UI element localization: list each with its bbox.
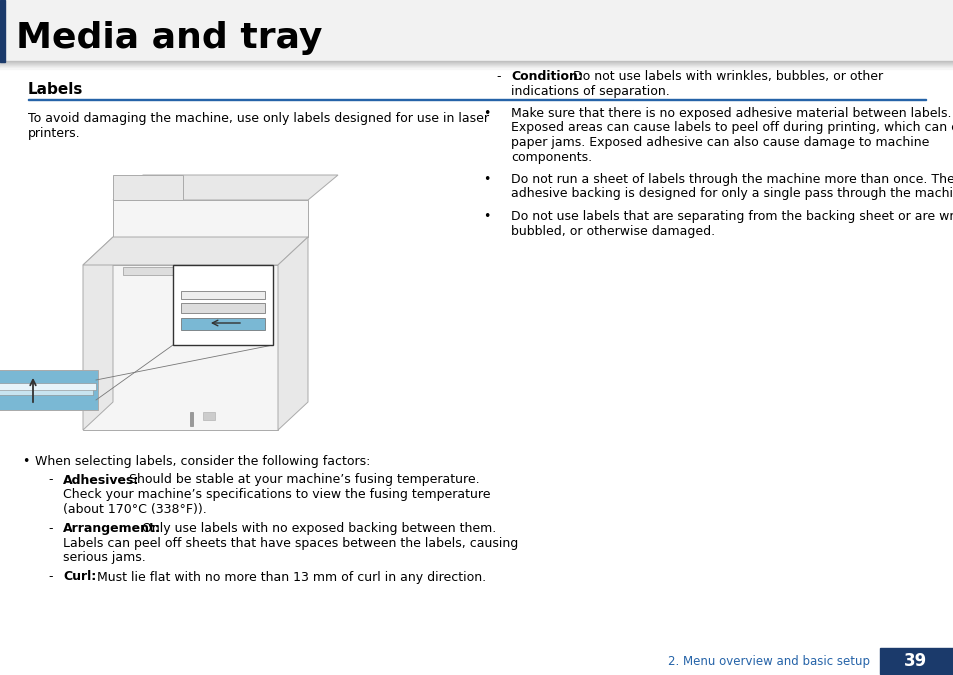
Text: Must lie flat with no more than 13 mm of curl in any direction.: Must lie flat with no more than 13 mm of… — [92, 570, 486, 583]
Text: Do not use labels with wrinkles, bubbles, or other: Do not use labels with wrinkles, bubbles… — [568, 70, 882, 83]
Text: -: - — [48, 570, 52, 583]
Text: •: • — [482, 107, 490, 120]
Text: indications of separation.: indications of separation. — [511, 84, 669, 97]
Text: Arrangement:: Arrangement: — [63, 522, 161, 535]
Bar — [0, 61, 953, 62]
Text: Should be stable at your machine’s fusing temperature.: Should be stable at your machine’s fusin… — [125, 473, 479, 487]
Text: •: • — [22, 455, 30, 468]
Text: -: - — [48, 522, 52, 535]
Text: Exposed areas can cause labels to peel off during printing, which can cause: Exposed areas can cause labels to peel o… — [511, 122, 953, 134]
Text: Only use labels with no exposed backing between them.: Only use labels with no exposed backing … — [138, 522, 496, 535]
Text: Check your machine’s specifications to view the fusing temperature: Check your machine’s specifications to v… — [63, 488, 490, 501]
Text: 39: 39 — [903, 652, 926, 670]
Bar — [181, 318, 265, 330]
Polygon shape — [0, 388, 92, 395]
Text: Adhesives:: Adhesives: — [63, 473, 139, 487]
Bar — [0, 0, 5, 62]
Bar — [0, 0, 953, 62]
Bar — [190, 412, 193, 426]
Text: Curl:: Curl: — [63, 570, 96, 583]
Text: When selecting labels, consider the following factors:: When selecting labels, consider the foll… — [35, 455, 370, 468]
Bar — [0, 63, 953, 64]
Bar — [0, 67, 953, 68]
Text: -: - — [48, 473, 52, 487]
Text: To avoid damaging the machine, use only labels designed for use in laser: To avoid damaging the machine, use only … — [28, 112, 489, 125]
Polygon shape — [0, 370, 98, 410]
Text: Make sure that there is no exposed adhesive material between labels.: Make sure that there is no exposed adhes… — [511, 107, 950, 120]
Bar — [181, 291, 265, 299]
FancyBboxPatch shape — [123, 267, 243, 275]
Bar — [28, 99, 925, 100]
Text: (about 170°C (338°F)).: (about 170°C (338°F)). — [63, 502, 207, 516]
Text: Media and tray: Media and tray — [16, 21, 322, 55]
Text: -: - — [496, 70, 500, 83]
Polygon shape — [83, 237, 308, 265]
Bar — [0, 65, 953, 66]
FancyBboxPatch shape — [172, 280, 253, 335]
Bar — [0, 62, 953, 63]
Text: components.: components. — [511, 151, 592, 163]
Bar — [203, 412, 214, 420]
Bar — [181, 303, 265, 313]
Text: Condition:: Condition: — [511, 70, 582, 83]
Bar — [879, 648, 952, 674]
Text: adhesive backing is designed for only a single pass through the machine.: adhesive backing is designed for only a … — [511, 188, 953, 200]
Bar — [172, 265, 273, 345]
Bar — [0, 64, 953, 65]
Text: Do not use labels that are separating from the backing sheet or are wrinkled,: Do not use labels that are separating fr… — [511, 210, 953, 223]
Text: Labels: Labels — [28, 82, 83, 97]
Text: serious jams.: serious jams. — [63, 551, 146, 564]
Bar — [0, 66, 953, 67]
Text: Labels can peel off sheets that have spaces between the labels, causing: Labels can peel off sheets that have spa… — [63, 537, 517, 549]
Text: Do not run a sheet of labels through the machine more than once. The: Do not run a sheet of labels through the… — [511, 173, 953, 186]
Polygon shape — [277, 237, 308, 430]
Polygon shape — [112, 175, 183, 200]
Text: bubbled, or otherwise damaged.: bubbled, or otherwise damaged. — [511, 225, 715, 238]
Text: printers.: printers. — [28, 127, 81, 140]
Polygon shape — [0, 383, 96, 390]
Text: paper jams. Exposed adhesive can also cause damage to machine: paper jams. Exposed adhesive can also ca… — [511, 136, 928, 149]
Bar — [0, 68, 953, 69]
Bar — [0, 647, 953, 675]
Polygon shape — [112, 200, 308, 237]
Polygon shape — [112, 175, 337, 200]
Text: 2. Menu overview and basic setup: 2. Menu overview and basic setup — [667, 655, 869, 668]
Polygon shape — [83, 237, 112, 430]
Text: •: • — [482, 210, 490, 223]
Text: •: • — [482, 173, 490, 186]
FancyBboxPatch shape — [83, 265, 277, 430]
